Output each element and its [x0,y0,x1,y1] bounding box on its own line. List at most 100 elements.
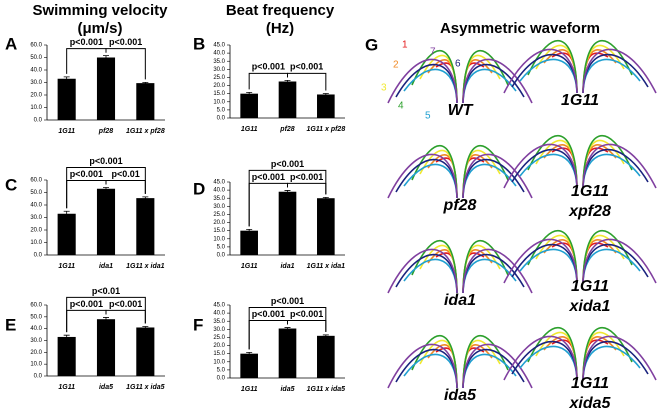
y-tick-label: 30.0 [213,204,225,210]
trace-number: 4 [398,101,404,112]
y-tick-label: 10.0 [30,362,42,368]
panel-letter: F [193,315,203,334]
p-value: p<0.001 [89,156,122,166]
significance-bracket [287,320,327,332]
y-tick-label: 30.0 [213,327,225,333]
y-tick-label: 25.0 [213,212,225,218]
y-tick-label: 0.0 [217,376,226,382]
error-bar [142,196,149,200]
waveform-label: 1G11 [571,183,609,200]
panel-letter: D [193,179,205,198]
y-tick-label: 45.0 [213,303,225,309]
bar [136,327,155,376]
bar [136,198,155,255]
error-bar [103,187,109,191]
x-tick-label: 1G11 x pf28 [306,126,345,133]
y-tick-label: 30.0 [30,215,42,221]
y-tick-label: 15.0 [213,228,225,234]
error-bar [246,351,253,356]
bar [57,213,76,255]
waveform-trace [387,343,458,389]
x-tick-label: 1G11 [58,384,75,391]
error-bar [284,190,291,194]
y-tick-label: 60.0 [30,178,42,184]
p-value: p<0.001 [109,299,142,309]
p-value: p<0.001 [70,299,103,309]
p-value: p<0.001 [252,172,285,182]
y-tick-label: 50.0 [30,190,42,196]
y-tick-label: 0.0 [217,116,226,122]
waveform-label: 1G11 [561,92,599,109]
waveform-trace [462,343,533,389]
bar [136,83,155,120]
y-tick-label: 5.0 [217,244,226,250]
y-tick-label: 40.0 [30,326,42,332]
y-tick-label: 50.0 [30,314,42,320]
waveform-label: ida1 [444,292,476,309]
bar [240,230,258,255]
trace-number: 7 [430,47,436,58]
waveform-trace [519,248,578,284]
waveform-trace [582,238,657,284]
y-tick-label: 20.0 [30,350,42,356]
x-tick-label: 1G11 x ida5 [307,386,346,393]
bar [317,335,335,378]
y-tick-label: 20.0 [213,220,225,226]
bar [96,319,116,376]
bar [96,188,116,255]
y-tick-label: 40.0 [213,311,225,317]
error-bar [246,228,253,233]
y-tick-label: 15.0 [213,351,225,357]
waveform-trace [395,348,458,389]
trace-number: 3 [381,83,387,94]
waveform-label: 1G11 [571,278,609,295]
significance-bracket [105,180,146,194]
waveform-trace [503,238,578,284]
waveform-label: xida1 [569,298,611,315]
y-tick-label: 45.0 [213,43,225,49]
x-tick-label: 1G11 [58,263,75,270]
y-tick-label: 35.0 [213,196,225,202]
y-tick-label: 35.0 [213,59,225,65]
error-bar [284,327,291,330]
y-tick-label: 30.0 [30,80,42,86]
significance-bracket [105,48,146,80]
p-value: p<0.001 [290,309,323,319]
y-tick-label: 40.0 [213,188,225,194]
bar [278,328,297,378]
x-tick-label: ida1 [99,263,113,270]
bar [278,81,297,118]
p-value: p<0.001 [290,62,323,72]
y-tick-label: 0.0 [34,118,43,124]
y-tick-label: 5.0 [217,107,226,113]
trace-number: 6 [455,59,461,70]
y-tick-label: 25.0 [213,335,225,341]
y-tick-label: 50.0 [30,55,42,61]
x-tick-label: ida5 [280,386,294,393]
trace-number: 1 [402,40,408,51]
error-bar [103,55,109,60]
p-value: p<0.001 [271,159,304,169]
y-tick-label: 30.0 [213,67,225,73]
y-tick-label: 40.0 [30,203,42,209]
waveform-trace [462,153,533,199]
waveform-label: WT [448,102,474,119]
x-tick-label: 1G11 [241,386,258,393]
y-tick-label: 35.0 [213,319,225,325]
waveform-trace [395,253,458,294]
panel-letter: A [5,34,17,53]
p-value: p<0.001 [109,37,142,47]
panel-letter: C [5,175,17,194]
waveform-trace [462,248,533,294]
y-tick-label: 60.0 [30,43,42,49]
bar [240,353,258,378]
x-tick-label: pf28 [279,126,295,133]
y-tick-label: 10.0 [213,99,225,105]
waveform-trace [387,58,458,104]
significance-bracket [287,182,327,195]
error-bar [142,81,149,85]
significance-bracket [287,72,327,91]
bar [278,191,297,255]
p-value: p<0.001 [290,172,323,182]
